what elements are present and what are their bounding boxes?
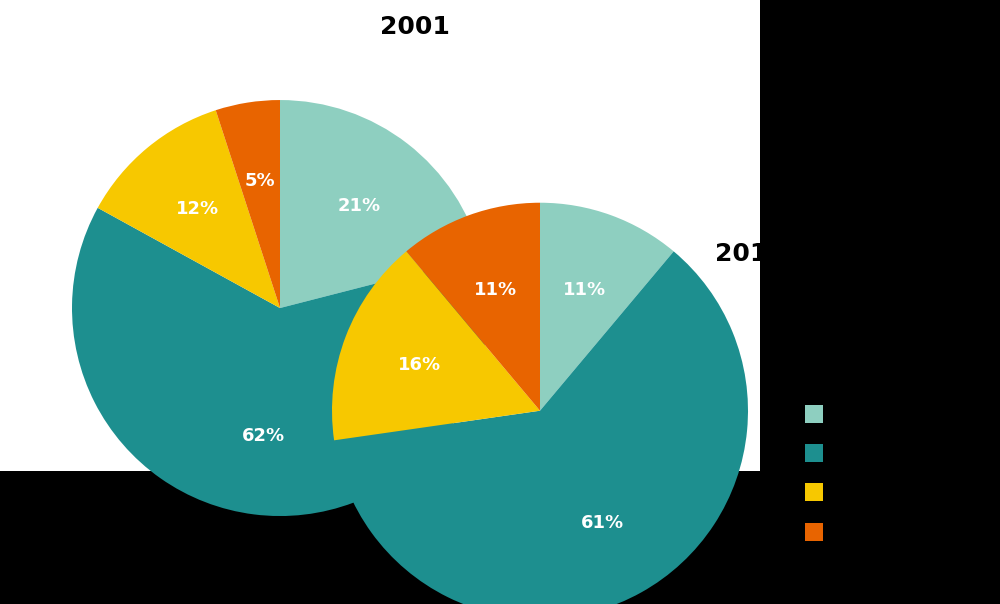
Text: 2011: 2011: [715, 242, 785, 266]
Text: 62%: 62%: [242, 427, 285, 445]
Wedge shape: [98, 110, 280, 308]
Text: 12%: 12%: [176, 200, 219, 217]
Wedge shape: [332, 251, 540, 440]
Wedge shape: [216, 100, 280, 308]
Text: 5%: 5%: [245, 172, 275, 190]
Wedge shape: [334, 251, 748, 604]
Text: 2001: 2001: [380, 15, 450, 39]
Text: 16%: 16%: [398, 356, 441, 374]
Wedge shape: [280, 100, 481, 308]
Text: 11%: 11%: [563, 280, 606, 298]
Wedge shape: [540, 203, 674, 411]
Wedge shape: [72, 208, 488, 516]
Wedge shape: [406, 203, 540, 411]
Text: 61%: 61%: [581, 515, 624, 532]
Text: 11%: 11%: [474, 280, 517, 298]
Text: 21%: 21%: [337, 197, 381, 215]
